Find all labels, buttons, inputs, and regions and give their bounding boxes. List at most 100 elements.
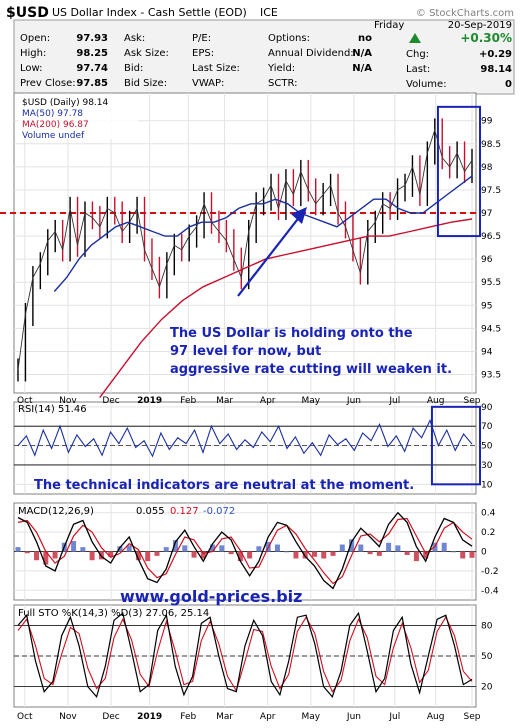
price-x-tick-label: Oct [17, 396, 33, 406]
bid-size-label: Bid Size: [124, 78, 167, 89]
ticker-name: US Dollar Index - Cash Settle (EOD) [52, 6, 247, 19]
y-tick-label: 99 [481, 117, 493, 127]
open-label: Open: [20, 33, 50, 44]
macd-histogram-bar [163, 547, 169, 552]
change-percent: +0.30% [460, 31, 512, 45]
eps-label: EPS: [192, 48, 214, 59]
pe-label: P/E: [192, 33, 211, 44]
macd-legend-title: MACD(12,26,9) [18, 506, 94, 517]
footer-url: www.gold-prices.biz [120, 587, 302, 606]
ma50-line [53, 175, 473, 292]
quote-box [13, 19, 515, 95]
macd-histogram-bar [237, 551, 243, 562]
macd-histogram-bar [450, 551, 456, 553]
chg-value: +0.29 [479, 49, 512, 60]
ask-size-label: Ask Size: [124, 48, 169, 59]
y-tick-label: 0.2 [481, 528, 495, 538]
price-x-tick-label: Sep [464, 396, 481, 406]
price-line [17, 128, 473, 370]
macd-histogram-bar [413, 551, 419, 562]
volume-value: 0 [505, 79, 512, 90]
sto-x-tick-label: Feb [180, 712, 196, 722]
y-tick-label: 96 [481, 255, 493, 265]
y-tick-label: 0.4 [481, 509, 496, 519]
y-tick-label: -0.4 [481, 586, 499, 596]
sto-x-tick-label: Apr [260, 712, 276, 722]
macd-histogram-bar [441, 542, 447, 552]
price-x-tick-label: 2019 [137, 396, 162, 406]
dividend-value: N/A [352, 48, 372, 59]
macd-histogram-bar [358, 544, 364, 552]
macd-histogram-bar [404, 551, 410, 555]
tick-layer: Oct Oct Nov Nov Dec Dec 2019 2019 Feb Feb Mar Mar Ap… [17, 117, 501, 722]
y-tick-label: 98 [481, 163, 493, 173]
rsi-legend-entry: RSI(14) 51.46 [18, 404, 87, 415]
macd-histogram-bar [80, 547, 86, 552]
macd-histogram-bar [339, 544, 345, 552]
price-panel [13, 92, 477, 394]
sto-k-line [17, 611, 473, 699]
series-layer [0, 105, 482, 699]
y-tick-label: 0 [481, 548, 487, 558]
y-tick-label: 97.5 [481, 186, 501, 196]
macd-histogram-bar [182, 545, 188, 552]
ma200-line [99, 218, 473, 399]
price-x-tick-label: Mar [216, 396, 233, 406]
sto-legend-entry: Full STO %K(14,3) %D(3) 27.06, 25.14 [18, 608, 209, 619]
price-x-tick-label: Nov [59, 396, 77, 406]
last-label: Last: [406, 64, 430, 75]
macd-histogram-bar [52, 551, 58, 559]
volume-label: Volume: [406, 79, 447, 90]
price-x-tick-label: Apr [260, 396, 276, 406]
low-label: Low: [20, 63, 43, 74]
macd-histogram-bar [302, 551, 308, 559]
options-label: Options: [268, 33, 310, 44]
rsi-highlight-box [430, 405, 482, 486]
macd-histogram-bar [349, 539, 355, 552]
price-x-tick-label: Aug [427, 396, 445, 406]
price-legend-entry: $USD (Daily) 98.14 [22, 98, 109, 108]
annotation-line-3: aggressive rate cutting will weaken it. [170, 362, 452, 377]
macd-histogram-bar [386, 542, 392, 552]
y-tick-label: 90 [481, 403, 493, 413]
macd-legend-signal: 0.127 [170, 506, 199, 517]
y-tick-label: 98.5 [481, 140, 501, 150]
macd-histogram-bar [108, 551, 114, 557]
sto-x-tick-label: Mar [216, 712, 233, 722]
options-value: no [358, 33, 372, 44]
sto-x-tick-label: Jun [346, 712, 361, 722]
last-value: 98.14 [480, 64, 512, 75]
macd-histogram-bar [24, 551, 30, 554]
volume-legend-entry: Volume undef [22, 131, 85, 141]
y-tick-label: 70 [481, 422, 493, 432]
annotation-line-1: The US Dollar is holding onto the [170, 326, 413, 341]
macd-histogram-bar [367, 551, 373, 555]
high-label: High: [20, 48, 46, 59]
sto-x-tick-label: Aug [427, 712, 445, 722]
macd-histogram-bar [145, 551, 151, 562]
annotation-line-2: 97 level for now, but [170, 344, 321, 359]
open-value: 97.93 [76, 33, 108, 44]
y-tick-label: 20 [481, 683, 493, 693]
macd-histogram-bar [154, 551, 160, 556]
y-tick-label: 95.5 [481, 278, 501, 288]
annotation-arrow-shaft [237, 210, 305, 297]
y-tick-label: 94.5 [481, 324, 501, 334]
y-tick-label: 10 [481, 480, 493, 490]
macd-histogram-bar [89, 551, 95, 561]
ticker-symbol: $USD [6, 5, 49, 21]
macd-histogram-bar [330, 551, 336, 556]
macd-histogram-bar [284, 551, 290, 553]
yield-label: Yield: [267, 63, 295, 74]
day-label: Friday [374, 20, 404, 31]
ma200-legend-entry: MA(200) 96.87 [22, 120, 89, 130]
watermark: © StockCharts.com [416, 8, 514, 19]
high-value: 98.25 [76, 48, 108, 59]
y-tick-label: 94 [481, 347, 493, 357]
macd-histogram-bar [293, 551, 299, 559]
price-x-tick-label: May [302, 396, 321, 406]
macd-histogram-bar [321, 551, 327, 559]
macd-histogram-bar [376, 551, 382, 556]
rsi-annotation: The technical indicators are neutral at … [34, 478, 414, 493]
prev-close-value: 97.85 [76, 78, 108, 89]
